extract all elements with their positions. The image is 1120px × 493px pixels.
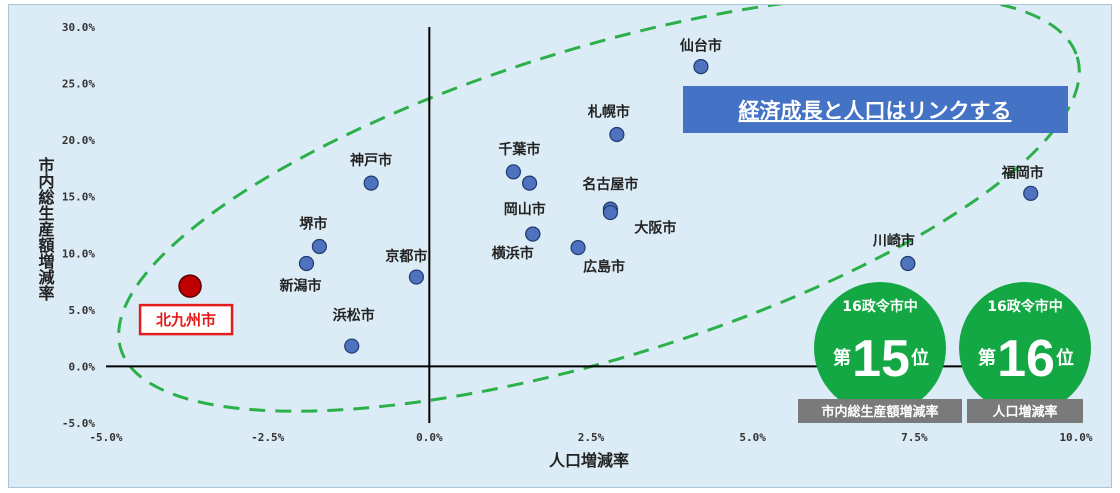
data-point (1023, 185, 1039, 201)
x-tick-label: -2.5% (251, 431, 284, 444)
data-point (408, 269, 424, 285)
data-point (505, 164, 521, 180)
rank-badge-number: 16 (997, 330, 1055, 388)
data-point (298, 255, 315, 272)
point-label: 神戸市 (350, 152, 392, 169)
data-point (311, 238, 327, 255)
data-point (521, 175, 538, 191)
x-tick-label: 7.5% (901, 431, 928, 444)
banner-box (683, 86, 1068, 133)
point-label: 千葉市 (498, 141, 540, 158)
point-label: 横浜市 (492, 245, 534, 262)
highlight-label-box (138, 303, 234, 336)
data-point (570, 240, 586, 256)
y-tick-label: 20.0% (62, 134, 95, 147)
point-label: 福岡市 (1001, 164, 1044, 181)
rank-badge-prefix: 第 (978, 347, 996, 369)
y-tick-label: 15.0% (62, 191, 95, 204)
point-label: 広島市 (583, 259, 625, 276)
point-label: 堺市 (299, 215, 327, 232)
data-point (525, 226, 541, 242)
data-point (363, 175, 379, 191)
rank-badge-suffix: 位 (1056, 347, 1074, 369)
data-point (693, 58, 709, 75)
scatter-chart: -5.0% 0.0% 5.0% 10.0% 15.0% 20.0% 25.0% 30.0% -5… (36, 5, 1093, 470)
y-tick-label: 30.0% (62, 21, 95, 34)
point-label: 浜松市 (333, 307, 375, 324)
data-point (344, 338, 360, 354)
rank-badge-caption-bar (798, 399, 962, 423)
point-label: 川崎市 (872, 232, 915, 249)
chart-frame: -5.0% 0.0% 5.0% 10.0% 15.0% 20.0% 25.0% 30.0% -5… (8, 4, 1112, 488)
x-tick-label: -5.0% (89, 431, 122, 444)
rank-badge-number: 15 (852, 330, 910, 388)
point-label: 大阪市 (634, 220, 676, 237)
banner-text: 経済成長と人口はリンクする (739, 99, 1012, 123)
point-label: 名古屋市 (582, 176, 638, 193)
y-axis-title: 市内総生産額増減率 (36, 156, 56, 302)
data-point (602, 204, 619, 221)
rank-badge-circle (814, 282, 946, 414)
x-tick-label: 0.0% (416, 431, 443, 444)
x-axis-title: 人口増減率 (549, 451, 629, 470)
rank-badge-circle (959, 282, 1091, 414)
x-tick-label: 10.0% (1059, 431, 1092, 444)
highlight-label: 北九州市 (156, 311, 216, 329)
highlight-point (178, 274, 202, 298)
y-tick-label: 25.0% (62, 78, 95, 91)
rank-badge-top: 16政令市中 (842, 298, 917, 315)
rank-badge-caption-bar (967, 399, 1083, 423)
rank-badge-top: 16政令市中 (987, 298, 1062, 315)
y-tick-label: 10.0% (62, 247, 95, 260)
x-tick-label: 5.0% (739, 431, 766, 444)
rank-badge-caption: 市内総生産額増減率 (821, 404, 938, 420)
point-label: 新潟市 (279, 277, 321, 294)
data-point (609, 126, 625, 143)
rank-badge-prefix: 第 (833, 347, 851, 369)
data-point (900, 255, 916, 272)
x-tick-label: 2.5% (578, 431, 605, 444)
rank-badge-caption: 人口増減率 (992, 404, 1057, 420)
point-label: 岡山市 (504, 201, 546, 218)
point-label: 仙台市 (680, 38, 722, 55)
y-tick-label: 0.0% (69, 360, 96, 373)
y-tick-label: 5.0% (69, 304, 96, 317)
rank-badge-suffix: 位 (911, 347, 929, 369)
y-tick-label: -5.0% (62, 417, 95, 430)
point-label: 京都市 (385, 248, 427, 265)
point-label: 札幌市 (587, 103, 630, 120)
